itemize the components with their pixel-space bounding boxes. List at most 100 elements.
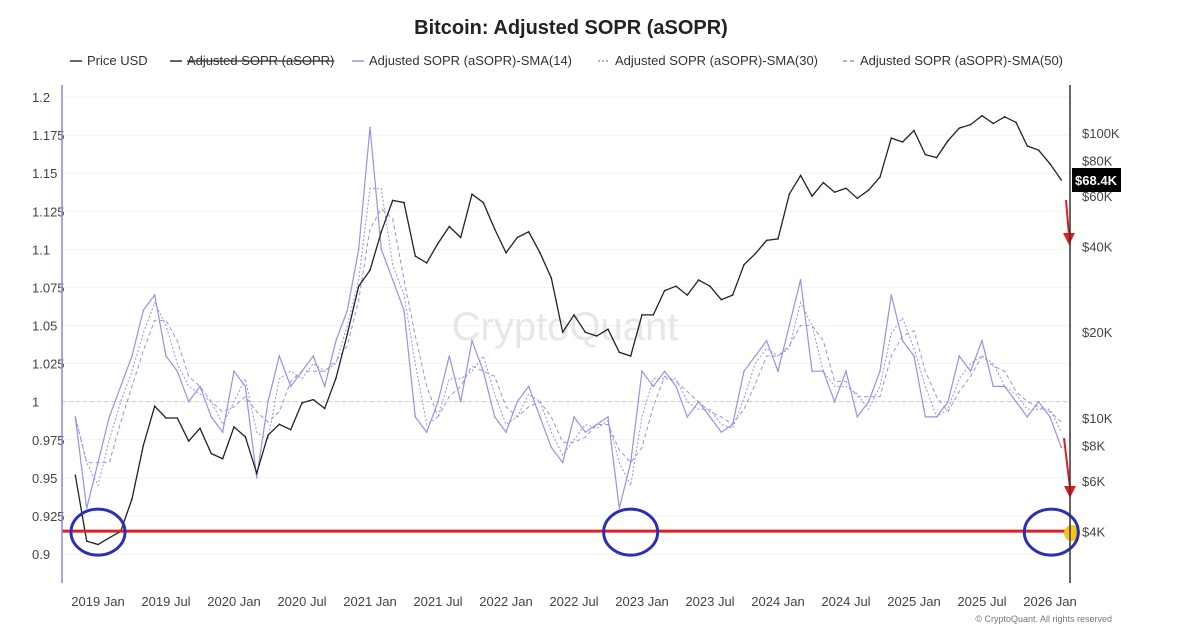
sma14-point [550, 446, 553, 449]
sma14-point [743, 370, 745, 373]
sma14-point [85, 507, 88, 510]
price-point [709, 285, 711, 288]
price-point [788, 193, 791, 195]
price-point [244, 435, 247, 438]
price-point [323, 407, 326, 410]
x-tick: 2020 Jan [207, 594, 261, 609]
price-point [267, 434, 269, 437]
legend-label: Adjusted SOPR (aSOPR)-SMA(14) [369, 53, 572, 68]
price-point [777, 238, 779, 240]
price-point [607, 328, 609, 330]
price-point [947, 139, 949, 142]
sma14-point [992, 385, 995, 388]
sma14-point [595, 423, 598, 426]
sma14-point [119, 385, 122, 388]
price-point [811, 195, 813, 198]
price-point [652, 314, 655, 316]
sma14-point [573, 416, 575, 418]
y-right-tick: $10K [1082, 411, 1113, 426]
price-point [210, 452, 213, 455]
y-left-tick: 1.1 [32, 242, 50, 257]
watermark: CryptoQuant [452, 305, 679, 349]
legend-item[interactable]: Adjusted SOPR (aSOPR)-SMA(30) [598, 53, 818, 68]
price-point [357, 285, 360, 288]
price-point [901, 141, 904, 143]
price-point [935, 156, 938, 159]
sma14-point [629, 461, 632, 464]
chart-title: Bitcoin: Adjusted SOPR (aSOPR) [414, 17, 728, 39]
sma14-point [380, 248, 383, 251]
sma14-point [301, 370, 303, 373]
y-right-tick: $100K [1082, 126, 1120, 141]
sma14-point [1003, 385, 1006, 388]
sma14-point [901, 339, 904, 342]
sma14-point [176, 370, 179, 373]
price-point [448, 225, 451, 228]
price-point [879, 176, 881, 178]
price-point [289, 428, 292, 431]
y-right-tick: $6K [1082, 474, 1105, 489]
legend: Price USD Adjusted SOPR (aSOPR) Adjusted S… [70, 53, 1063, 68]
sma14-point [935, 416, 938, 418]
legend-item[interactable]: Adjusted SOPR (aSOPR) [170, 53, 334, 68]
sma14-point [459, 400, 462, 403]
sma14-point [856, 416, 859, 418]
legend-item[interactable]: Adjusted SOPR (aSOPR)-SMA(14) [352, 53, 572, 68]
price-point [731, 294, 734, 296]
highlight-circle [69, 507, 127, 557]
price-point [969, 123, 972, 126]
y-left-tick: 1.2 [32, 90, 50, 105]
y-right-tick: $20K [1082, 325, 1113, 340]
price-point [425, 262, 428, 264]
price-point [369, 269, 371, 272]
price-point [1026, 145, 1029, 147]
sma14-point [890, 294, 893, 296]
series-sma14-line [74, 127, 1062, 509]
x-tick: 2021 Jul [413, 594, 462, 609]
legend-item[interactable]: Adjusted SOPR (aSOPR)-SMA(50) [843, 53, 1063, 68]
price-point [199, 427, 201, 430]
y-right-tick: $40K [1082, 239, 1113, 254]
y-left-tick: 1.175 [32, 128, 65, 143]
sma14-point [471, 339, 473, 342]
price-point [335, 377, 337, 379]
sma14-point [822, 370, 825, 373]
price-point [414, 255, 417, 257]
price-point [1003, 115, 1006, 118]
x-tick: 2023 Jan [615, 594, 669, 609]
price-point [618, 351, 621, 354]
sma14-point [663, 370, 666, 373]
sma14-point [505, 431, 507, 433]
sma14-point [357, 248, 360, 251]
x-tick: 2022 Jan [479, 594, 533, 609]
price-point [1049, 162, 1051, 165]
price-point [913, 129, 915, 132]
sma14-point [731, 423, 734, 426]
sma14-point [210, 416, 213, 418]
price-point [516, 236, 519, 239]
price-point [720, 298, 723, 301]
price-point [856, 197, 859, 200]
last-price-text: $68.4K [1075, 173, 1118, 188]
price-point [108, 536, 111, 539]
series-sma50-line [74, 207, 1062, 464]
sma14-point [1060, 446, 1063, 449]
sma14-point [867, 400, 870, 403]
legend-label: Adjusted SOPR (aSOPR)-SMA(50) [860, 53, 1063, 68]
legend-item[interactable]: Price USD [70, 53, 148, 68]
sma14-point [754, 355, 757, 357]
price-point [697, 279, 700, 281]
x-tick: 2026 Jan [1023, 594, 1077, 609]
price-point [346, 333, 349, 335]
last-price-label: $68.4K [1072, 168, 1121, 192]
price-point [833, 191, 836, 193]
sma14-point [607, 416, 609, 418]
sma14-point [811, 370, 813, 373]
sma14-point [1026, 416, 1029, 418]
price-point [493, 228, 496, 230]
sma14-point [561, 461, 564, 464]
sma14-point [709, 416, 711, 418]
sma14-point [1037, 400, 1040, 403]
price-point [629, 355, 632, 357]
